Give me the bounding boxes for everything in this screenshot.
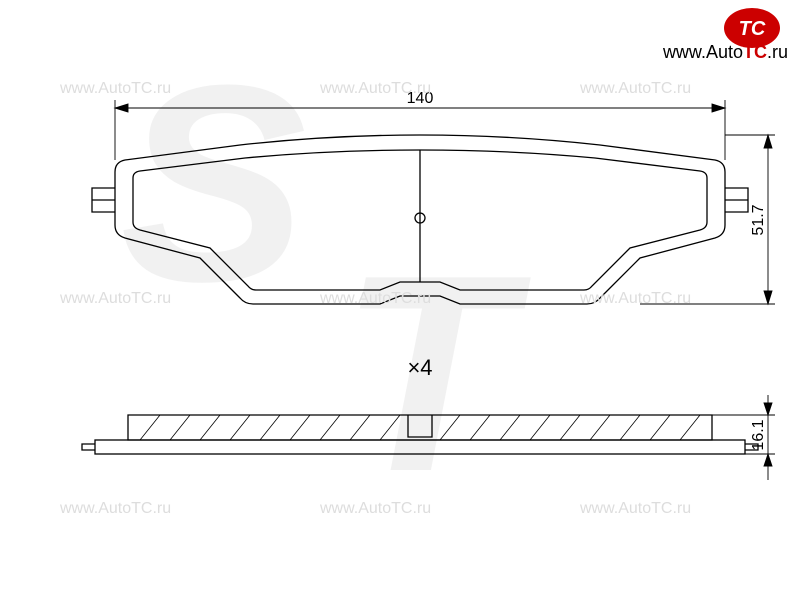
url-highlight: TC	[743, 42, 767, 62]
svg-text:S: S	[120, 28, 308, 340]
url-prefix: www.Auto	[663, 42, 743, 62]
svg-text:T: T	[340, 218, 533, 530]
svg-text:TC: TC	[739, 18, 766, 40]
drawing-container: www.AutoTC.ru www.AutoTC.ru www.AutoTC.r…	[0, 0, 800, 600]
technical-drawing: S T 140 51.7 ×4	[0, 0, 800, 600]
width-label: 140	[407, 90, 434, 107]
thickness-label: 16.1	[750, 419, 767, 450]
site-url: www.AutoTC.ru	[663, 42, 788, 63]
thickness-dimension: 16.1	[712, 395, 775, 480]
height-label: 51.7	[750, 204, 767, 235]
url-suffix: .ru	[767, 42, 788, 62]
quantity-label: ×4	[407, 355, 432, 380]
